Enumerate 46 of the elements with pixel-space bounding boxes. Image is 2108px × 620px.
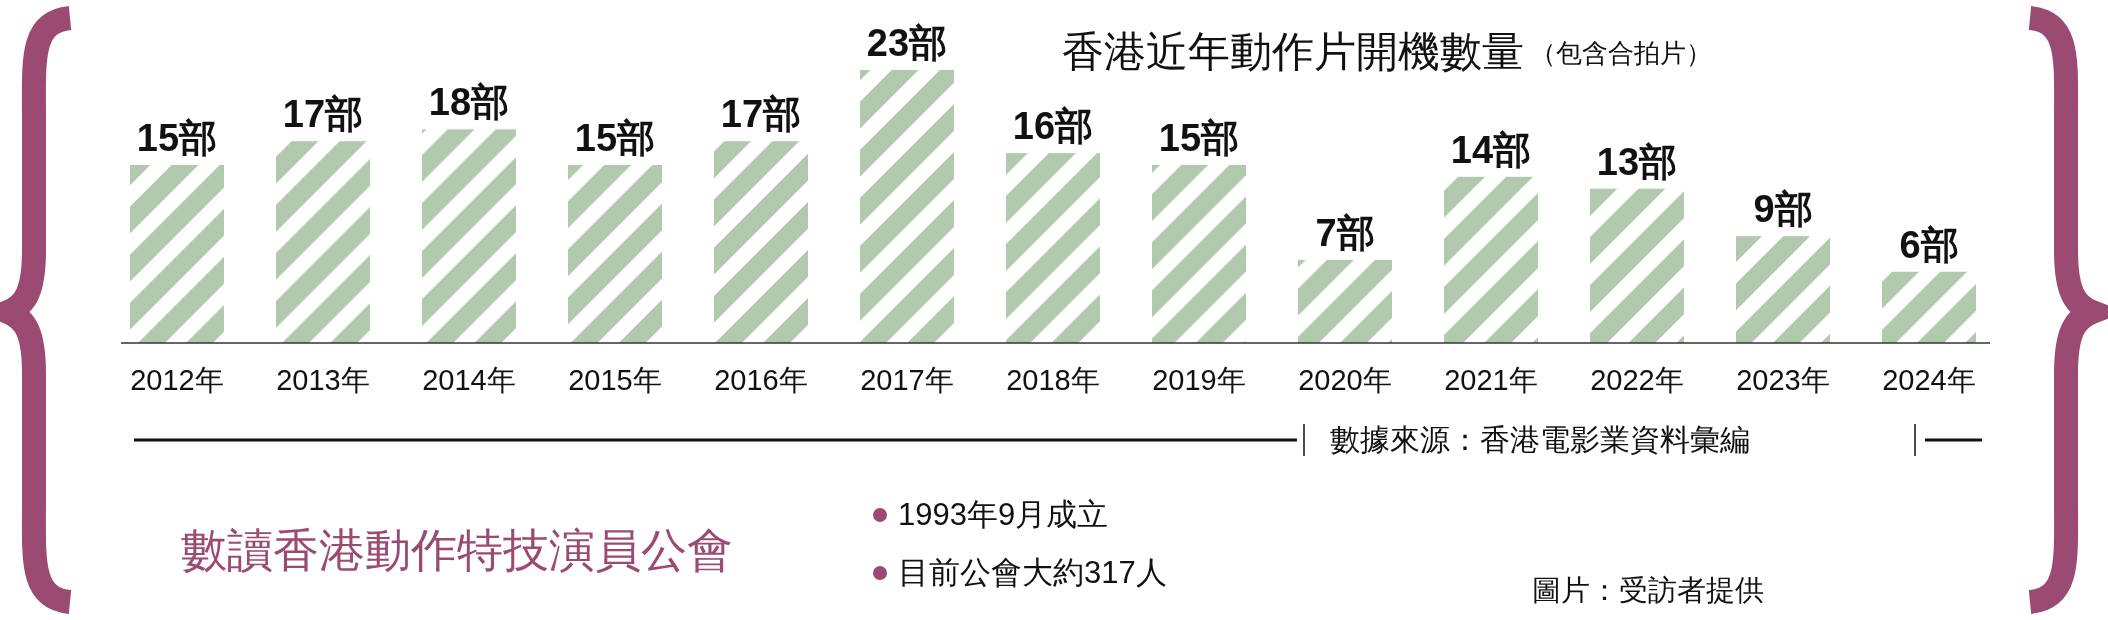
bar <box>714 141 808 343</box>
data-label: 14部 <box>1450 128 1532 171</box>
bar <box>1444 176 1538 343</box>
x-tick-label: 2023年 <box>1736 364 1830 396</box>
x-tick-label: 2019年 <box>1152 364 1246 396</box>
data-label: 6部 <box>1899 223 1959 266</box>
data-label: 17部 <box>282 93 364 136</box>
data-label: 15部 <box>574 116 656 159</box>
bar <box>422 129 516 343</box>
bar <box>1736 236 1830 343</box>
bar <box>860 70 954 343</box>
x-tick-label: 2021年 <box>1444 364 1538 396</box>
bar <box>1006 153 1100 343</box>
bar <box>276 141 370 343</box>
bar <box>1590 188 1684 343</box>
x-tick-label: 2016年 <box>714 364 808 396</box>
data-label: 16部 <box>1012 105 1094 148</box>
x-tick-label: 2013年 <box>276 364 370 396</box>
data-label: 9部 <box>1753 188 1813 231</box>
text: 目前公會大約317人 <box>898 555 1167 590</box>
x-tick-label: 2020年 <box>1298 364 1392 396</box>
data-label: 18部 <box>428 81 510 124</box>
x-tick-label: 2017年 <box>860 364 954 396</box>
data-label: 15部 <box>1158 116 1240 159</box>
data-label: 15部 <box>136 116 218 159</box>
bar <box>1882 271 1976 343</box>
x-tick-label: 2018年 <box>1006 364 1100 396</box>
data-label: 13部 <box>1596 140 1678 183</box>
chart-subtitle: （包含合拍片） <box>1530 38 1712 68</box>
text: 1993年9月成立 <box>898 497 1109 532</box>
data-label: 23部 <box>866 22 948 64</box>
x-tick-label: 2022年 <box>1590 364 1684 396</box>
bar <box>1298 259 1392 343</box>
x-tick-label: 2014年 <box>422 364 516 396</box>
x-tick-label: 2015年 <box>568 364 662 396</box>
bar <box>568 164 662 343</box>
bar <box>1152 164 1246 343</box>
data-label: 7部 <box>1315 211 1375 254</box>
text: 數據來源：香港電影業資料彙編 <box>1330 423 1750 456</box>
text: 圖片：受訪者提供 <box>1532 574 1764 606</box>
x-tick-label: 2012年 <box>130 364 224 396</box>
text: 數讀香港動作特技演員公會 <box>181 524 733 576</box>
x-tick-label: 2024年 <box>1882 364 1976 396</box>
chart-title: 香港近年動作片開機數量 <box>1062 28 1524 75</box>
data-label: 17部 <box>720 93 802 136</box>
bar <box>130 164 224 343</box>
